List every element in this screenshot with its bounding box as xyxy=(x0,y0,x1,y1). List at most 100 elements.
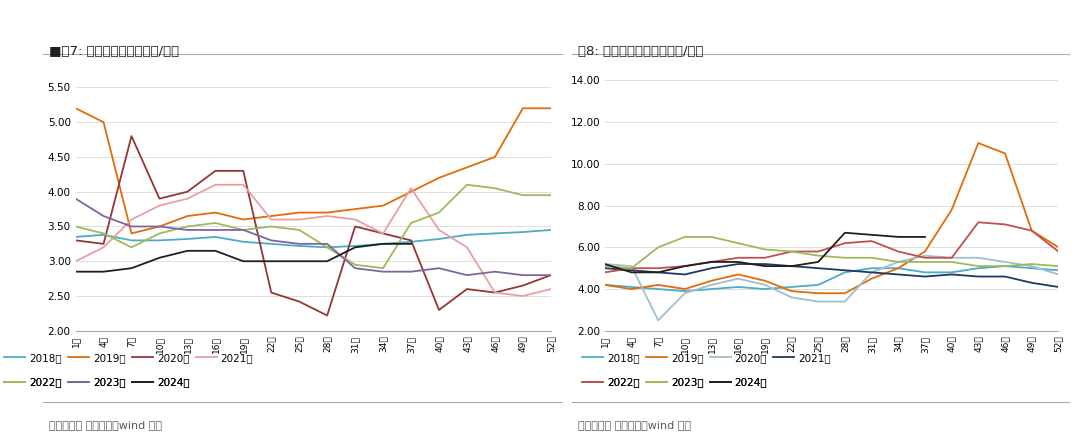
2022年 xyxy=(265,224,278,229)
2020年 xyxy=(69,238,82,243)
2021年 xyxy=(598,266,611,271)
2018年 xyxy=(544,227,557,232)
2021年 xyxy=(918,274,931,279)
2021年 xyxy=(651,270,664,275)
2022年 xyxy=(651,266,664,271)
2020年 xyxy=(732,276,745,281)
2019年 xyxy=(732,272,745,277)
2020年 xyxy=(349,224,362,229)
2021年 xyxy=(945,272,958,277)
2019年 xyxy=(432,175,445,181)
2023年 xyxy=(651,245,664,250)
2023年 xyxy=(377,269,390,274)
2019年 xyxy=(758,278,771,283)
2023年 xyxy=(516,273,529,278)
2024年 xyxy=(405,241,418,247)
2018年 xyxy=(405,239,418,245)
2021年 xyxy=(265,217,278,222)
2022年 xyxy=(432,210,445,215)
2019年 xyxy=(237,217,249,222)
Text: ■图7: 主产区鸡苗价格（元/羽）: ■图7: 主产区鸡苗价格（元/羽） xyxy=(49,45,178,58)
2019年 xyxy=(892,266,905,271)
2021年 xyxy=(865,270,878,275)
2023年 xyxy=(705,234,718,240)
2024年 xyxy=(153,255,166,261)
2024年 xyxy=(918,234,931,240)
2020年 xyxy=(1052,272,1065,277)
2022年 xyxy=(181,224,194,229)
2022年 xyxy=(945,255,958,261)
2020年 xyxy=(812,299,825,304)
2018年 xyxy=(838,270,851,275)
2018年 xyxy=(1025,266,1038,271)
Line: 2019年: 2019年 xyxy=(605,143,1058,293)
2021年 xyxy=(488,290,501,295)
2023年 xyxy=(865,255,878,261)
2020年 xyxy=(97,241,110,247)
2021年 xyxy=(405,186,418,191)
2019年 xyxy=(544,105,557,111)
Line: 2019年: 2019年 xyxy=(76,108,551,233)
2019年 xyxy=(349,207,362,212)
Line: 2020年: 2020年 xyxy=(605,256,1058,320)
2024年 xyxy=(651,270,664,275)
2021年 xyxy=(785,263,798,269)
2023年 xyxy=(349,266,362,271)
2023年 xyxy=(732,240,745,246)
2019年 xyxy=(972,140,985,146)
2024年 xyxy=(598,261,611,267)
2021年 xyxy=(125,217,138,222)
2020年 xyxy=(758,282,771,287)
2020年 xyxy=(516,283,529,288)
2018年 xyxy=(181,236,194,242)
Line: 2018年: 2018年 xyxy=(605,266,1058,291)
2021年 xyxy=(321,213,334,219)
2023年 xyxy=(999,263,1012,269)
2020年 xyxy=(405,238,418,243)
2019年 xyxy=(293,210,306,215)
2023年 xyxy=(405,269,418,274)
2020年 xyxy=(1025,263,1038,269)
2020年 xyxy=(598,261,611,267)
2021年 xyxy=(349,217,362,222)
2023年 xyxy=(785,249,798,254)
2023年 xyxy=(892,259,905,265)
2022年 xyxy=(705,259,718,265)
Line: 2024年: 2024年 xyxy=(76,244,411,272)
2021年 xyxy=(293,217,306,222)
2022年 xyxy=(865,238,878,244)
2022年 xyxy=(69,224,82,229)
2021年 xyxy=(181,196,194,201)
2019年 xyxy=(460,164,473,170)
Line: 2020年: 2020年 xyxy=(76,136,551,316)
2019年 xyxy=(377,203,390,208)
2023年 xyxy=(321,241,334,247)
2023年 xyxy=(69,196,82,201)
2019年 xyxy=(405,189,418,194)
2018年 xyxy=(758,287,771,292)
2019年 xyxy=(516,105,529,111)
2021年 xyxy=(516,293,529,299)
2022年 xyxy=(544,193,557,198)
2020年 xyxy=(865,270,878,275)
2023年 xyxy=(125,224,138,229)
2023年 xyxy=(97,213,110,219)
2018年 xyxy=(1052,268,1065,273)
2018年 xyxy=(293,243,306,249)
2020年 xyxy=(651,318,664,323)
2019年 xyxy=(1052,245,1065,250)
2022年 xyxy=(812,249,825,254)
2023年 xyxy=(1052,263,1065,269)
2019年 xyxy=(999,151,1012,156)
2020年 xyxy=(785,295,798,300)
2019年 xyxy=(651,282,664,287)
2024年 xyxy=(812,259,825,265)
2019年 xyxy=(69,105,82,111)
2018年 xyxy=(625,284,638,290)
2020年 xyxy=(705,282,718,287)
2022年 xyxy=(732,255,745,261)
2022年 xyxy=(892,249,905,254)
2018年 xyxy=(432,236,445,242)
2022年 xyxy=(758,255,771,261)
2023年 xyxy=(812,253,825,258)
